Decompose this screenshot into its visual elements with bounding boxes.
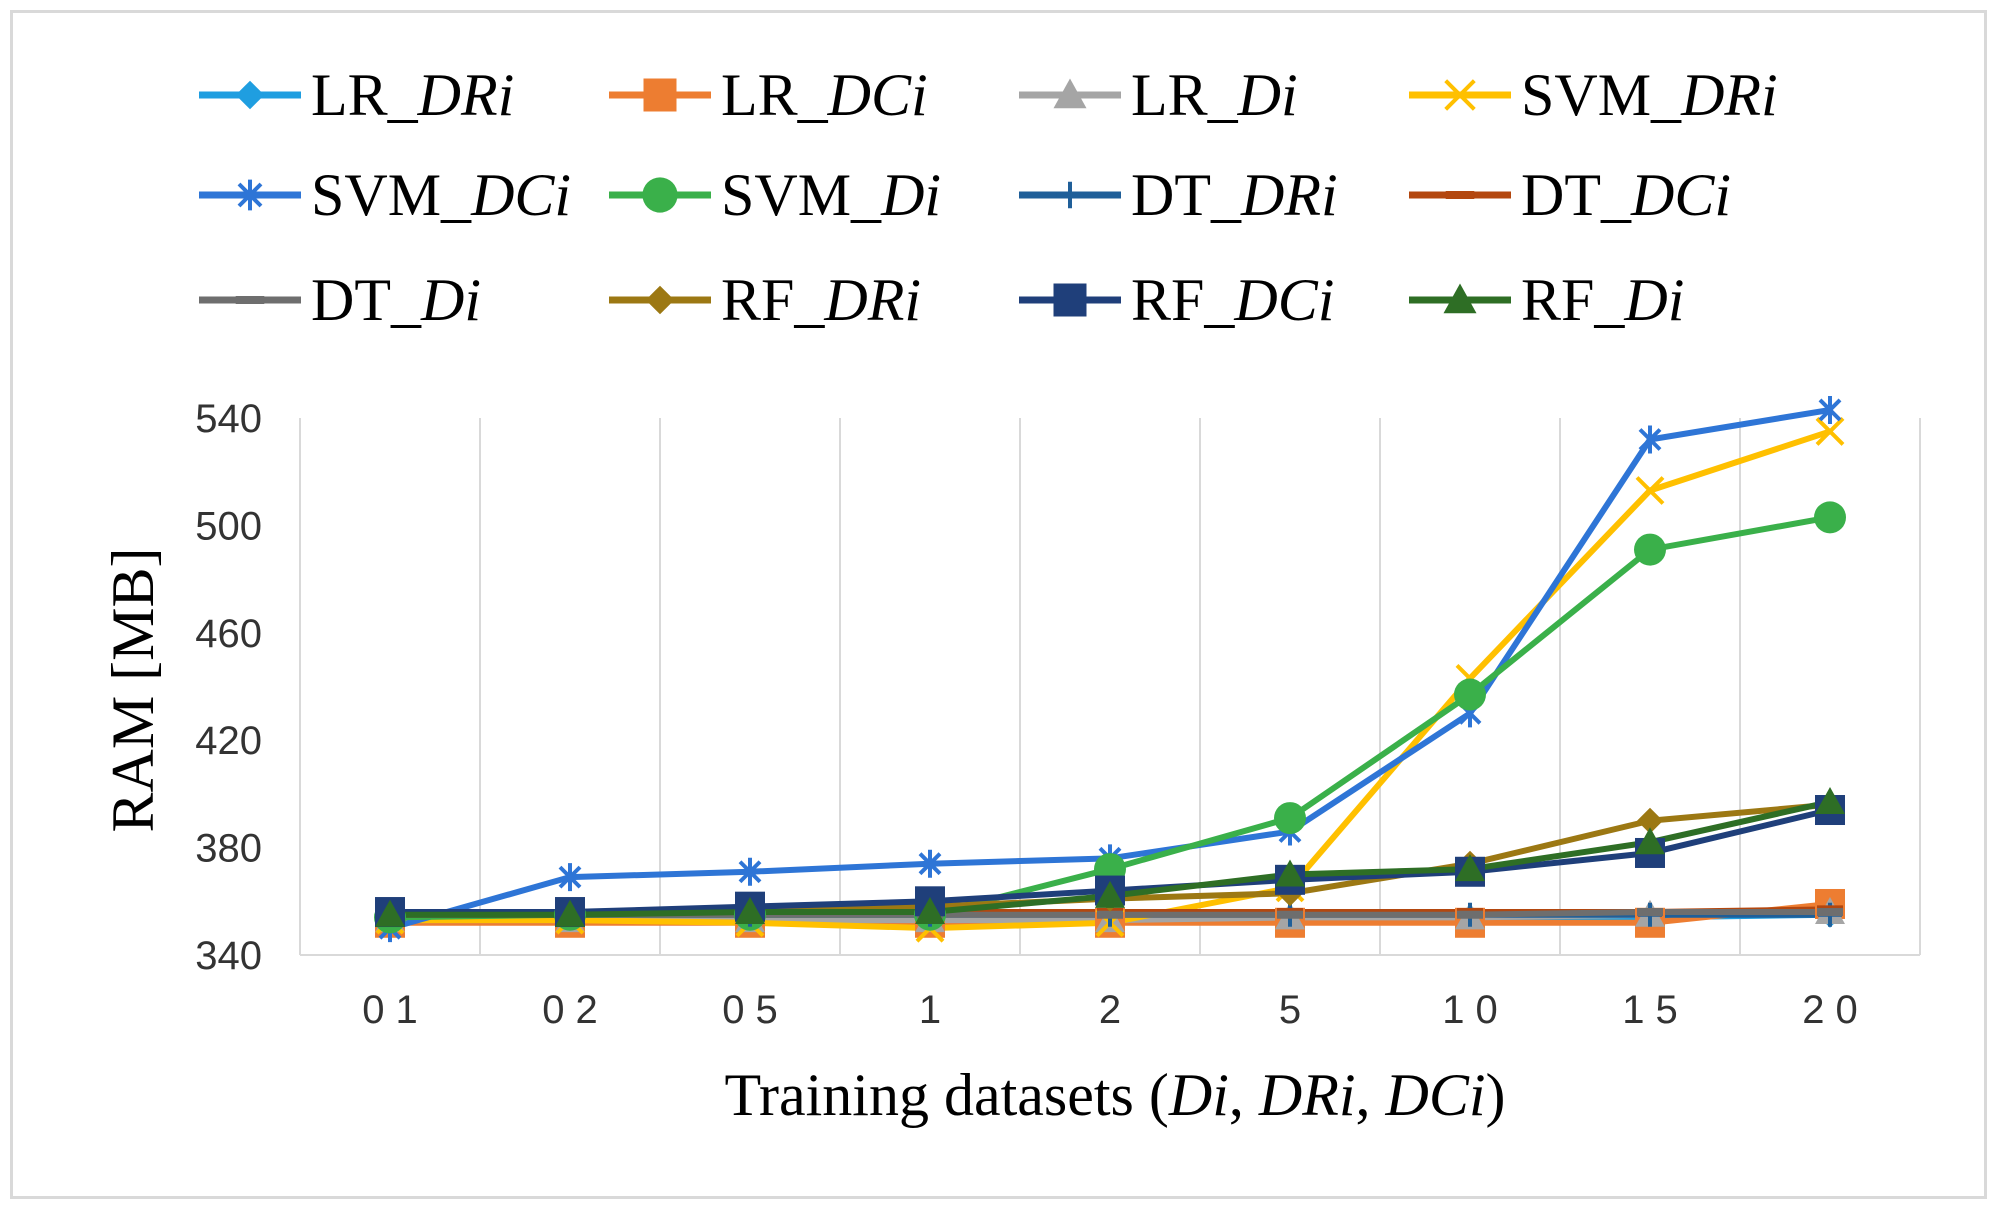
marker-dt-di bbox=[1277, 910, 1303, 919]
legend-label-dt-di: DT_Di bbox=[311, 267, 481, 333]
marker-svm-di bbox=[1814, 501, 1846, 534]
x-tick-label: 0 2 bbox=[542, 988, 598, 1032]
x-tick-label: 0 5 bbox=[722, 988, 778, 1032]
marker-svm-di bbox=[1634, 533, 1666, 566]
legend-swatch-lr-dri bbox=[199, 80, 301, 110]
legend-marker-dt-di bbox=[235, 296, 265, 304]
y-tick-labels: 340 380 420 460 500 540 bbox=[195, 397, 262, 978]
legend-item-dt-dci: DT_DCi bbox=[1405, 150, 1731, 240]
marker-dt-di bbox=[1637, 908, 1663, 917]
marker-svm-dci bbox=[738, 857, 762, 886]
legend-item-lr-dci: LR_DCi bbox=[605, 50, 928, 140]
legend-label-rf-dci: RF_DCi bbox=[1131, 267, 1335, 333]
legend-label-dt-dri: DT_DRi bbox=[1131, 162, 1338, 228]
marker-svm-dci bbox=[1818, 395, 1842, 424]
legend-marker-rf-di bbox=[1443, 283, 1477, 314]
x-axis-label: Training datasets (Di, DRi, DCi) bbox=[724, 1062, 1505, 1128]
marker-svm-dci bbox=[1638, 425, 1662, 454]
legend-label-rf-di: RF_Di bbox=[1521, 267, 1685, 333]
marker-svm-dri bbox=[1815, 417, 1845, 446]
legend-swatch-dt-dri bbox=[1019, 181, 1121, 209]
marker-svm-dci bbox=[558, 863, 582, 892]
marker-dt-di bbox=[1097, 910, 1123, 919]
chart-frame bbox=[10, 10, 1987, 1199]
x-tick-label: 1 0 bbox=[1442, 988, 1498, 1032]
y-axis-label: RAM [MB] bbox=[100, 547, 166, 832]
series-markers bbox=[374, 395, 1846, 943]
marker-rf-di bbox=[1815, 786, 1845, 814]
legend-item-lr-dri: LR_DRi bbox=[195, 50, 514, 140]
legend-swatch-lr-di bbox=[1019, 78, 1121, 109]
marker-svm-dci bbox=[918, 849, 942, 878]
marker-rf-dri bbox=[1637, 807, 1663, 834]
legend-marker-dt-dri bbox=[1056, 181, 1084, 209]
marker-rf-di bbox=[1275, 859, 1305, 887]
legend-swatch-rf-dci bbox=[1019, 283, 1121, 317]
legend-item-svm-di: SVM_Di bbox=[605, 150, 941, 240]
legend-swatch-lr-dci bbox=[609, 78, 711, 112]
y-tick-label: 460 bbox=[195, 612, 262, 656]
y-tick-label: 540 bbox=[195, 397, 262, 441]
legend-swatch-svm-di bbox=[609, 177, 711, 213]
marker-svm-di bbox=[1454, 678, 1486, 711]
y-tick-label: 420 bbox=[195, 719, 262, 763]
x-tick-label: 2 bbox=[1099, 988, 1121, 1032]
marker-rf-di bbox=[375, 899, 405, 927]
y-tick-label: 340 bbox=[195, 934, 262, 978]
legend-item-svm-dri: SVM_DRi bbox=[1405, 50, 1778, 140]
legend-marker-lr-dci bbox=[643, 78, 677, 112]
legend-swatch-dt-di bbox=[199, 296, 301, 304]
legend-marker-lr-dri bbox=[235, 80, 265, 110]
x-tick-label: 0 1 bbox=[362, 988, 418, 1032]
legend-label-lr-di: LR_Di bbox=[1131, 62, 1298, 128]
x-tick-label: 1 5 bbox=[1622, 988, 1678, 1032]
legend-label-svm-di: SVM_Di bbox=[721, 162, 942, 228]
legend-marker-dt-dci bbox=[1445, 191, 1475, 199]
legend-item-dt-dri: DT_DRi bbox=[1015, 150, 1338, 240]
marker-dt-di bbox=[1817, 908, 1843, 917]
legend-marker-svm-dri bbox=[1444, 79, 1476, 111]
legend-marker-svm-di bbox=[642, 177, 678, 213]
legend-label-lr-dci: LR_DCi bbox=[721, 62, 928, 128]
x-tick-label: 5 bbox=[1279, 988, 1301, 1032]
legend-swatch-dt-dci bbox=[1409, 191, 1511, 199]
legend-item-svm-dci: SVM_DCi bbox=[195, 150, 571, 240]
legend-label-svm-dci: SVM_DCi bbox=[311, 162, 572, 228]
legend-marker-svm-dci bbox=[237, 179, 263, 211]
legend-label-lr-dri: LR_DRi bbox=[311, 62, 515, 128]
legend-item-lr-di: LR_Di bbox=[1015, 50, 1298, 140]
legend-label-rf-dri: RF_DRi bbox=[721, 267, 922, 333]
marker-svm-di bbox=[1274, 802, 1306, 835]
x-tick-label: 1 bbox=[919, 988, 941, 1032]
x-tick-labels: 0 1 0 2 0 5 1 2 5 1 0 1 5 2 0 bbox=[362, 988, 1858, 1032]
marker-dt-di bbox=[1457, 910, 1483, 919]
legend-item-rf-dci: RF_DCi bbox=[1015, 255, 1334, 345]
legend-swatch-svm-dci bbox=[199, 179, 301, 211]
legend-swatch-svm-dri bbox=[1409, 79, 1511, 111]
legend-item-dt-di: DT_Di bbox=[195, 255, 481, 345]
legend: LR_DRi LR_DCi LR_Di SVM_DRi SVM_DCi SVM_… bbox=[195, 50, 1875, 360]
x-tick-label: 2 0 bbox=[1802, 988, 1858, 1032]
legend-marker-lr-di bbox=[1053, 78, 1087, 109]
legend-swatch-rf-dri bbox=[609, 285, 711, 315]
legend-label-dt-dci: DT_DCi bbox=[1521, 162, 1732, 228]
marker-rf-di bbox=[555, 899, 585, 927]
y-tick-label: 500 bbox=[195, 504, 262, 548]
marker-rf-di bbox=[915, 897, 945, 925]
legend-item-rf-di: RF_Di bbox=[1405, 255, 1684, 345]
legend-marker-rf-dci bbox=[1053, 283, 1087, 317]
marker-rf-di bbox=[735, 897, 765, 925]
legend-label-svm-dri: SVM_DRi bbox=[1521, 62, 1778, 128]
marker-svm-dri bbox=[1635, 476, 1665, 505]
marker-rf-di bbox=[1635, 827, 1665, 855]
legend-swatch-rf-di bbox=[1409, 283, 1511, 314]
marker-rf-di bbox=[1455, 854, 1485, 882]
y-tick-label: 380 bbox=[195, 827, 262, 871]
legend-item-rf-dri: RF_DRi bbox=[605, 255, 921, 345]
marker-rf-di bbox=[1095, 880, 1125, 908]
